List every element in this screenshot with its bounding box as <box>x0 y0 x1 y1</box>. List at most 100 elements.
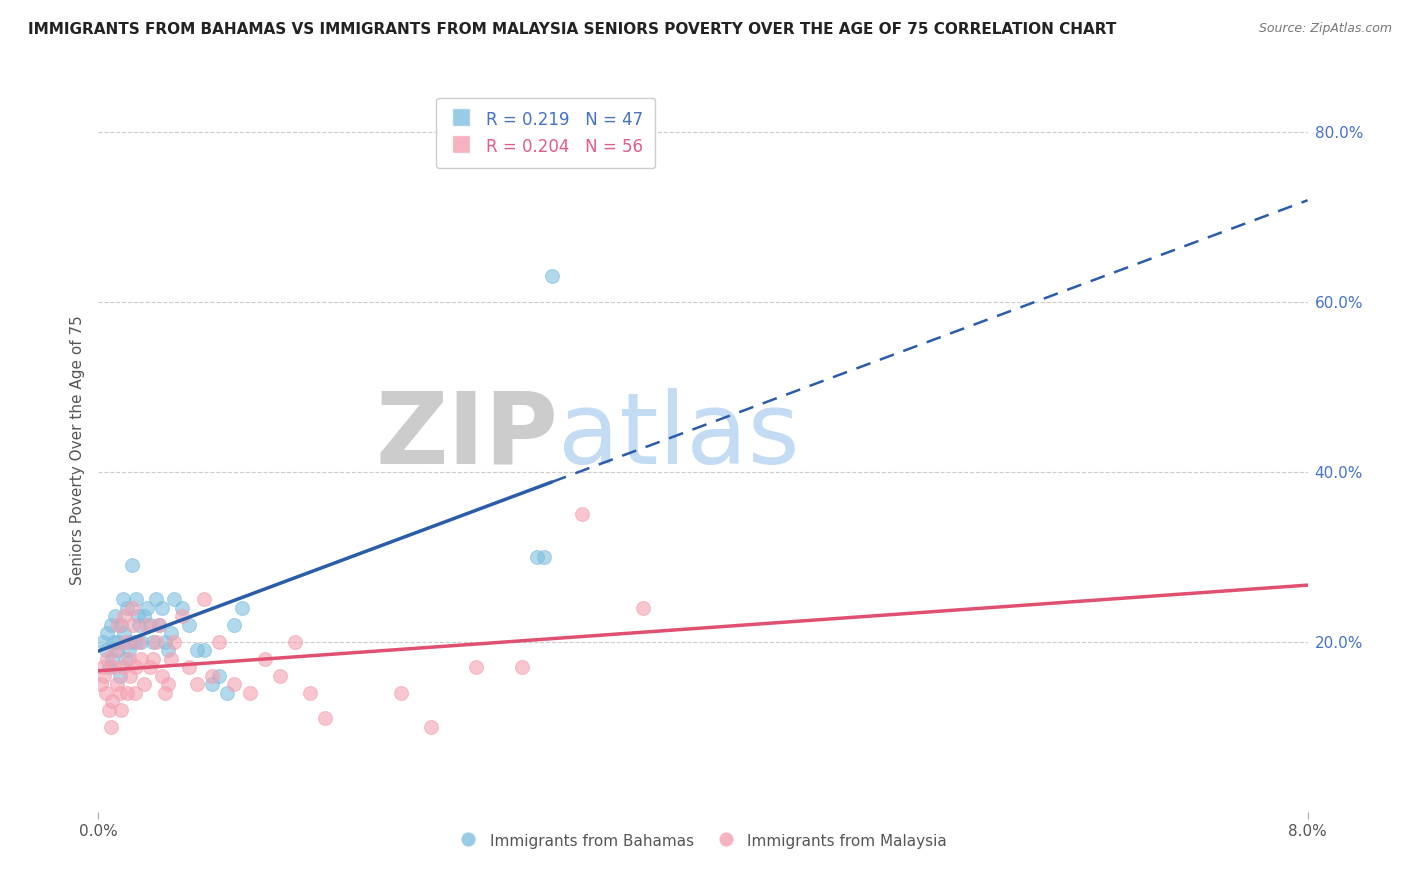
Point <box>201 677 224 691</box>
Point <box>93 669 115 683</box>
Point <box>96 651 118 665</box>
Y-axis label: Seniors Poverty Over the Age of 75: Seniors Poverty Over the Age of 75 <box>69 316 84 585</box>
Point <box>100 720 122 734</box>
Point <box>108 686 131 700</box>
Point <box>540 269 562 284</box>
Point <box>129 634 152 648</box>
Point <box>135 617 157 632</box>
Point <box>156 677 179 691</box>
Point <box>121 558 143 573</box>
Point <box>96 626 118 640</box>
Point <box>150 669 173 683</box>
Text: atlas: atlas <box>558 387 800 484</box>
Point <box>90 677 112 691</box>
Point <box>132 609 155 624</box>
Point <box>215 686 238 700</box>
Point <box>105 643 128 657</box>
Point <box>112 609 135 624</box>
Point <box>98 703 121 717</box>
Point <box>224 677 246 691</box>
Point <box>125 660 148 674</box>
Point <box>571 507 593 521</box>
Point <box>224 617 246 632</box>
Point <box>122 617 145 632</box>
Point <box>163 592 186 607</box>
Point <box>163 634 186 648</box>
Point <box>107 617 129 632</box>
Text: ZIP: ZIP <box>375 387 558 484</box>
Point <box>153 686 176 700</box>
Point <box>128 617 150 632</box>
Point <box>208 669 231 683</box>
Point <box>112 626 135 640</box>
Point <box>139 660 162 674</box>
Point <box>389 686 412 700</box>
Point <box>127 609 149 624</box>
Point <box>114 634 136 648</box>
Point <box>135 600 157 615</box>
Point <box>153 634 176 648</box>
Point <box>239 686 262 700</box>
Point <box>120 634 142 648</box>
Point <box>110 703 132 717</box>
Point <box>110 617 132 632</box>
Point <box>160 651 183 665</box>
Point <box>142 634 165 648</box>
Point <box>91 660 114 674</box>
Point <box>115 686 138 700</box>
Point <box>104 643 127 657</box>
Point <box>269 669 291 683</box>
Point <box>145 634 167 648</box>
Point <box>127 634 149 648</box>
Point <box>105 677 128 691</box>
Point <box>107 634 129 648</box>
Point <box>103 660 125 674</box>
Point <box>186 677 208 691</box>
Point <box>94 643 117 657</box>
Point <box>142 651 165 665</box>
Point <box>101 694 124 708</box>
Point <box>179 660 201 674</box>
Point <box>179 617 201 632</box>
Point <box>631 600 654 615</box>
Point <box>160 626 183 640</box>
Point <box>111 592 134 607</box>
Point <box>148 617 170 632</box>
Point <box>170 600 193 615</box>
Point <box>148 617 170 632</box>
Point <box>118 651 141 665</box>
Point <box>139 617 162 632</box>
Point <box>186 643 208 657</box>
Point <box>114 651 136 665</box>
Point <box>111 660 134 674</box>
Point <box>103 634 125 648</box>
Point <box>170 609 193 624</box>
Point <box>132 677 155 691</box>
Point <box>299 686 322 700</box>
Text: Source: ZipAtlas.com: Source: ZipAtlas.com <box>1258 22 1392 36</box>
Point <box>91 634 114 648</box>
Point <box>120 669 142 683</box>
Point <box>208 634 231 648</box>
Point <box>104 609 127 624</box>
Point <box>465 660 488 674</box>
Point <box>314 711 336 725</box>
Point <box>101 651 124 665</box>
Point <box>115 600 138 615</box>
Point <box>526 549 548 564</box>
Point <box>121 600 143 615</box>
Point <box>94 686 117 700</box>
Point <box>510 660 533 674</box>
Point <box>129 651 152 665</box>
Point <box>533 549 555 564</box>
Point <box>125 592 148 607</box>
Point <box>253 651 276 665</box>
Point <box>193 592 215 607</box>
Point <box>118 643 141 657</box>
Point <box>145 592 167 607</box>
Point <box>108 669 131 683</box>
Point <box>201 669 224 683</box>
Legend: Immigrants from Bahamas, Immigrants from Malaysia: Immigrants from Bahamas, Immigrants from… <box>453 827 953 855</box>
Point <box>156 643 179 657</box>
Point <box>420 720 443 734</box>
